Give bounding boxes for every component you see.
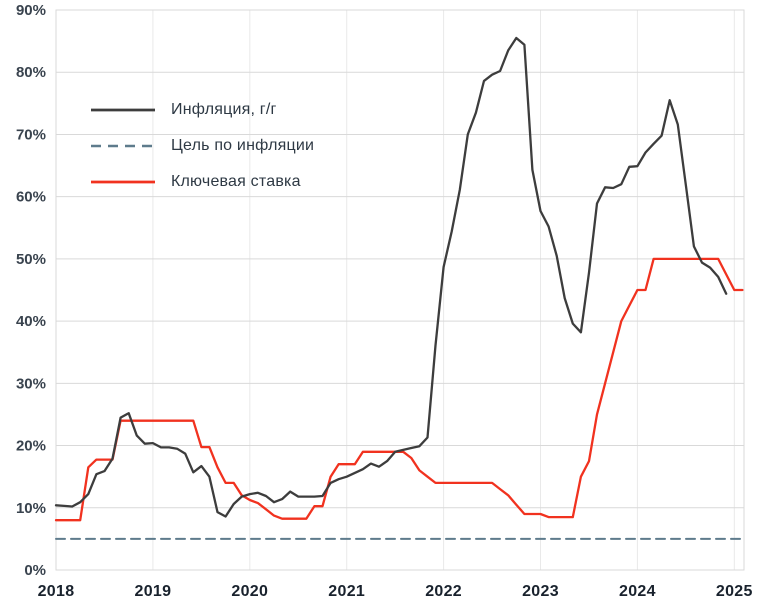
legend-item-target: Цель по инфляции <box>90 136 314 156</box>
chart-legend: Инфляция, г/г Цель по инфляции Ключевая … <box>90 100 314 192</box>
legend-item-inflation: Инфляция, г/г <box>90 100 314 120</box>
legend-label-key-rate: Ключевая ставка <box>171 173 301 190</box>
x-axis-tick-label: 2020 <box>231 583 268 600</box>
x-axis-tick-label: 2023 <box>522 583 559 600</box>
legend-line-sample-key-rate <box>91 180 155 184</box>
legend-item-key-rate: Ключевая ставка <box>90 172 314 192</box>
y-axis-tick-label: 90% <box>16 2 46 19</box>
plot-border <box>55 9 745 571</box>
y-axis-tick-label: 70% <box>16 126 46 143</box>
x-axis-tick-label: 2019 <box>135 583 172 600</box>
y-axis-tick-label: 30% <box>16 375 46 392</box>
x-axis-tick-label: 2021 <box>328 583 365 600</box>
x-axis-tick-label: 2018 <box>38 583 75 600</box>
x-axis-tick-label: 2024 <box>619 583 656 600</box>
y-axis-tick-label: 20% <box>16 438 46 455</box>
y-axis-tick-label: 60% <box>16 189 46 206</box>
series-line-0 <box>54 36 728 518</box>
y-axis-tick-label: 80% <box>16 64 46 81</box>
legend-line-sample-inflation <box>91 108 155 112</box>
y-axis-tick-label: 10% <box>16 500 46 517</box>
y-axis-tick-label: 50% <box>16 251 46 268</box>
y-axis-tick-label: 40% <box>16 313 46 330</box>
x-axis-tick-label: 2022 <box>425 583 462 600</box>
x-axis-tick-label: 2025 <box>716 583 753 600</box>
series-line-2 <box>54 257 744 522</box>
legend-label-inflation: Инфляция, г/г <box>171 101 277 118</box>
y-axis-tick-label: 0% <box>24 562 46 579</box>
legend-label-target: Цель по инфляции <box>171 137 315 154</box>
legend-line-sample-target <box>91 144 155 148</box>
